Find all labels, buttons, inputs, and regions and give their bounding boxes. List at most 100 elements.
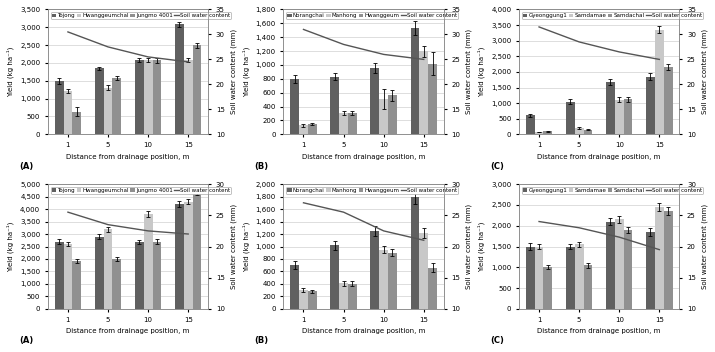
X-axis label: Distance from drainage position, m: Distance from drainage position, m <box>66 153 189 159</box>
X-axis label: Distance from drainage position, m: Distance from drainage position, m <box>302 153 425 159</box>
Bar <box>543 267 552 309</box>
Bar <box>388 95 397 134</box>
Bar <box>646 77 655 134</box>
X-axis label: Distance from drainage position, m: Distance from drainage position, m <box>302 328 425 334</box>
Y-axis label: Soil water content (mm): Soil water content (mm) <box>466 204 473 289</box>
Legend: Gyeonggung1, Samdamae, Samdachal, Soil water content: Gyeonggung1, Samdamae, Samdachal, Soil w… <box>522 12 703 19</box>
Bar <box>95 237 104 309</box>
Text: (B): (B) <box>255 162 269 171</box>
Bar <box>664 67 673 134</box>
Bar <box>348 113 357 134</box>
Y-axis label: Soil water content (mm): Soil water content (mm) <box>230 204 237 289</box>
Text: (C): (C) <box>490 162 504 171</box>
Bar <box>299 290 308 309</box>
Bar <box>543 131 552 134</box>
Bar <box>615 219 623 309</box>
Bar <box>410 28 420 134</box>
Text: (C): (C) <box>490 337 504 345</box>
Bar <box>566 102 575 134</box>
Bar <box>290 79 299 134</box>
Bar <box>192 191 202 309</box>
Bar <box>646 232 655 309</box>
Y-axis label: Yield (kg ha⁻¹): Yield (kg ha⁻¹) <box>478 47 485 97</box>
Legend: Tojong, Hwanggeumchal, Jungmo 4001, Soil water content: Tojong, Hwanggeumchal, Jungmo 4001, Soil… <box>51 12 231 19</box>
Bar <box>135 241 144 309</box>
Bar <box>370 68 379 134</box>
Bar <box>104 88 112 134</box>
Bar <box>135 60 144 134</box>
Bar <box>348 284 357 309</box>
Y-axis label: Soil water content (mm): Soil water content (mm) <box>701 204 708 289</box>
Bar <box>428 64 437 134</box>
Bar <box>152 241 162 309</box>
Bar <box>184 60 192 134</box>
Bar <box>290 265 299 309</box>
Y-axis label: Yield (kg ha⁻¹): Yield (kg ha⁻¹) <box>242 47 250 97</box>
Legend: Tojong, Hwanggeumchal, Jungmo 4001, Soil water content: Tojong, Hwanggeumchal, Jungmo 4001, Soil… <box>51 187 231 194</box>
Bar <box>308 124 317 134</box>
Text: (A): (A) <box>19 162 34 171</box>
X-axis label: Distance from drainage position, m: Distance from drainage position, m <box>538 328 661 334</box>
Bar <box>72 262 82 309</box>
Bar <box>566 246 575 309</box>
Bar <box>112 78 122 134</box>
Bar <box>104 229 112 309</box>
Bar <box>583 265 592 309</box>
Bar <box>64 244 72 309</box>
Text: (A): (A) <box>19 337 34 345</box>
Bar <box>184 202 192 309</box>
Bar <box>339 283 348 309</box>
Bar <box>330 77 339 134</box>
Bar <box>175 204 184 309</box>
Bar <box>410 196 420 309</box>
Bar <box>95 68 104 134</box>
Bar <box>55 81 64 134</box>
Bar <box>144 60 152 134</box>
Bar <box>64 91 72 134</box>
Y-axis label: Soil water content (mm): Soil water content (mm) <box>230 29 237 114</box>
Bar <box>606 82 615 134</box>
Bar <box>583 130 592 134</box>
Legend: Gyeonggung1, Samdamae, Samdachal, Soil water content: Gyeonggung1, Samdamae, Samdachal, Soil w… <box>522 187 703 194</box>
Bar <box>379 250 388 309</box>
Bar <box>370 231 379 309</box>
Bar <box>526 115 535 134</box>
Y-axis label: Yield (kg ha⁻¹): Yield (kg ha⁻¹) <box>7 47 14 97</box>
Bar <box>623 99 633 134</box>
Bar <box>655 30 664 134</box>
Bar <box>623 230 633 309</box>
Bar <box>299 125 308 134</box>
Bar <box>152 61 162 134</box>
Bar <box>55 241 64 309</box>
Bar <box>428 268 437 309</box>
Bar <box>664 211 673 309</box>
Y-axis label: Yield (kg ha⁻¹): Yield (kg ha⁻¹) <box>242 221 250 272</box>
Y-axis label: Soil water content (mm): Soil water content (mm) <box>701 29 708 114</box>
Bar <box>615 100 623 134</box>
Bar <box>606 221 615 309</box>
Bar <box>192 45 202 134</box>
Bar <box>388 253 397 309</box>
Bar <box>575 244 583 309</box>
Bar <box>575 128 583 134</box>
Text: (B): (B) <box>255 337 269 345</box>
Legend: Norangchai, Manhong, Hwanggeum, Soil water content: Norangchai, Manhong, Hwanggeum, Soil wat… <box>286 12 458 19</box>
Y-axis label: Yield (kg ha⁻¹): Yield (kg ha⁻¹) <box>7 221 14 272</box>
X-axis label: Distance from drainage position, m: Distance from drainage position, m <box>538 153 661 159</box>
Bar <box>655 207 664 309</box>
Bar <box>420 51 428 134</box>
Bar <box>308 291 317 309</box>
Bar <box>535 132 543 134</box>
Y-axis label: Soil water content (mm): Soil water content (mm) <box>466 29 473 114</box>
Bar <box>535 246 543 309</box>
Bar <box>339 113 348 134</box>
Bar <box>72 112 82 134</box>
Bar <box>175 24 184 134</box>
Bar <box>420 233 428 309</box>
Bar <box>526 246 535 309</box>
Bar <box>379 99 388 134</box>
Bar <box>112 259 122 309</box>
X-axis label: Distance from drainage position, m: Distance from drainage position, m <box>66 328 189 334</box>
Legend: Norangchai, Manhong, Hwanggeum, Soil water content: Norangchai, Manhong, Hwanggeum, Soil wat… <box>286 187 458 194</box>
Y-axis label: Yield (kg ha⁻¹): Yield (kg ha⁻¹) <box>478 221 485 272</box>
